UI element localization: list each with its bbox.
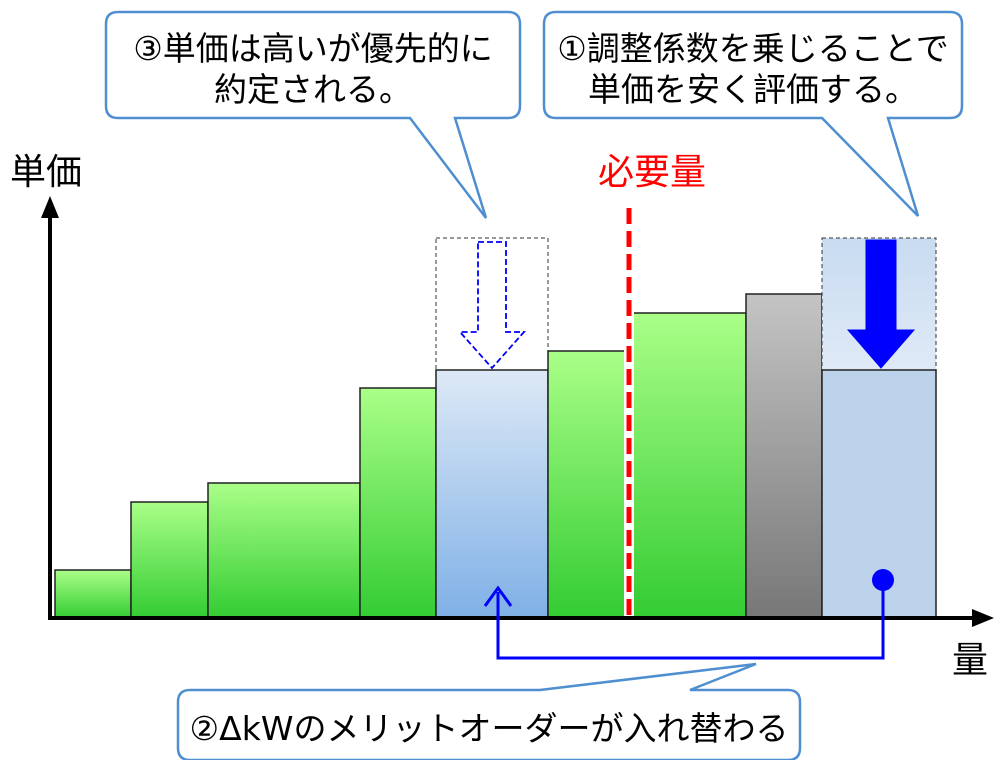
callout-bottom-text: ②ΔkWのメリットオーダーが入れ替わる: [190, 709, 789, 748]
dashed-down-arrow-icon: [457, 241, 527, 370]
callout-top-left: [104, 10, 522, 219]
callout-top-left-line2: 約定される。: [214, 70, 412, 109]
swap-bracket: [496, 580, 885, 660]
bar-4: [359, 387, 437, 619]
y-axis-label: 単価: [10, 152, 82, 193]
callout-top-left-line1: ③単価は高いが優先的に: [133, 29, 493, 68]
swap-origin-dot-icon: [872, 569, 894, 591]
bar-5-adjusted: [435, 369, 549, 619]
bar-7: [631, 312, 747, 619]
bar-3: [207, 482, 361, 619]
callout-top-right-line1: ①調整係数を乗じることで: [557, 29, 949, 68]
solid-down-arrow-icon: [846, 239, 916, 369]
swap-arrow-head-icon: [483, 585, 513, 607]
callout-top-right-line2: 単価を安く評価する。: [588, 70, 918, 109]
x-axis-arrow-icon: [972, 609, 994, 627]
bar-group: [54, 237, 937, 619]
bar-8: [745, 293, 823, 619]
demand-line-label: 必要量: [598, 152, 706, 193]
bar-1: [54, 569, 132, 619]
bar-2: [130, 501, 209, 619]
y-axis-arrow-icon: [41, 196, 59, 218]
bar-6: [547, 350, 627, 619]
callout-top-right: [542, 10, 964, 217]
x-axis-label: 量: [952, 640, 988, 681]
